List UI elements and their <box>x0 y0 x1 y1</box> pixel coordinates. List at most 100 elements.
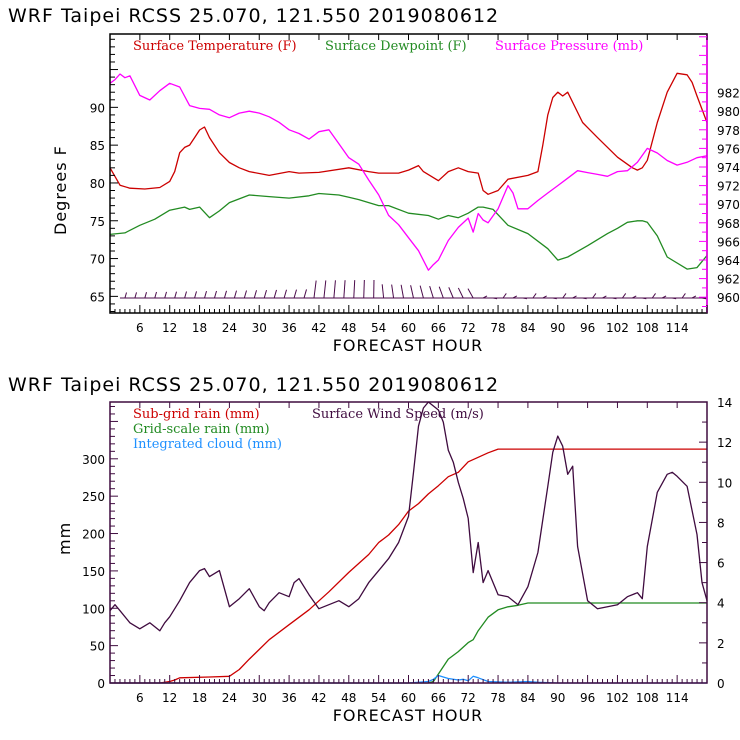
wind-barb <box>164 291 167 299</box>
panel2-title: WRF Taipei RCSS 25.070, 121.550 20190806… <box>8 374 499 396</box>
x-tick-label: 18 <box>192 321 207 335</box>
x-tick-label: 66 <box>431 691 446 705</box>
wind-barb <box>622 293 627 299</box>
x-tick-label: 90 <box>550 321 565 335</box>
x-tick-label: 6 <box>136 321 144 335</box>
x-tick-label: 96 <box>580 691 595 705</box>
y2-tick-label: 978 <box>717 124 740 138</box>
y-tick-label: 300 <box>82 453 105 467</box>
y2-tick-label: 8 <box>717 516 725 530</box>
x-tick-label: 42 <box>311 691 326 705</box>
wind-barb <box>482 295 488 299</box>
wind-barb <box>661 295 667 299</box>
y-tick-label: 90 <box>90 101 105 115</box>
wind-barb <box>134 292 137 299</box>
wind-barb <box>313 280 317 299</box>
y2-tick-label: 974 <box>717 161 740 175</box>
wind-barb <box>582 297 587 300</box>
y2-tick-label: 980 <box>717 105 740 119</box>
y-tick-label: 0 <box>97 677 105 691</box>
legend-gridscale-rain: Grid-scale rain (mm) <box>133 422 270 437</box>
wind-barb <box>438 286 444 299</box>
y2-tick-label: 970 <box>717 198 740 212</box>
legend-integrated-cloud: Integrated cloud (mm) <box>133 437 282 452</box>
x-tick-label: 6 <box>136 691 144 705</box>
wind-barb <box>492 297 498 300</box>
series-surface-temperature-f <box>109 72 708 195</box>
wind-barb <box>381 284 385 299</box>
wind-barb <box>353 280 356 299</box>
wind-barb <box>223 290 227 299</box>
wind-barb <box>243 290 247 299</box>
x-tick-label: 12 <box>162 691 177 705</box>
wind-barb <box>592 293 597 299</box>
wind-barb <box>701 297 707 300</box>
legend-temperature: Surface Temperature (F) <box>133 39 297 54</box>
x-tick-label: 84 <box>520 691 535 705</box>
wind-barb <box>323 280 327 299</box>
y-tick-label: 80 <box>90 177 105 191</box>
legend-wind-speed: Surface Wind Speed (m/s) <box>312 407 484 422</box>
x-tick-label: 72 <box>461 321 476 335</box>
y2-tick-label: 4 <box>717 597 725 611</box>
wind-barb <box>124 292 127 299</box>
wind-barb <box>512 295 518 299</box>
wind-barb <box>542 295 547 299</box>
wind-barb <box>448 287 454 299</box>
wind-barb <box>144 292 147 299</box>
wind-barb <box>429 285 434 299</box>
wind-barb <box>467 288 474 299</box>
x-tick-label: 48 <box>341 691 356 705</box>
x-tick-label: 36 <box>281 691 296 705</box>
wind-barb <box>253 290 257 299</box>
wind-barb <box>602 295 607 299</box>
panel1-xlabel: FORECAST HOUR <box>333 336 484 355</box>
y-tick-label: 250 <box>82 490 105 504</box>
wind-barb <box>522 297 527 300</box>
x-tick-label: 48 <box>341 321 356 335</box>
y2-tick-label: 976 <box>717 142 740 156</box>
y2-tick-label: 2 <box>717 637 725 651</box>
panel1-title: WRF Taipei RCSS 25.070, 121.550 20190806… <box>8 5 499 27</box>
wind-barb <box>303 289 307 299</box>
wind-barb <box>194 291 197 299</box>
legend-dewpoint: Surface Dewpoint (F) <box>325 39 467 54</box>
x-tick-label: 18 <box>192 691 207 705</box>
x-tick-label: 30 <box>252 321 267 335</box>
wind-barb <box>293 289 297 299</box>
x-tick-label: 12 <box>162 321 177 335</box>
y-tick-label: 75 <box>90 215 105 229</box>
x-tick-label: 78 <box>490 691 505 705</box>
wind-barb <box>562 293 567 299</box>
temperature-panel: WRF Taipei RCSS 25.070, 121.550 20190806… <box>8 5 740 355</box>
x-tick-label: 30 <box>252 691 267 705</box>
y-tick-label: 65 <box>90 290 105 304</box>
wind-barb <box>283 289 287 299</box>
x-tick-label: 102 <box>606 691 629 705</box>
wind-barb <box>691 295 697 299</box>
wind-barb <box>154 291 157 299</box>
y-tick-label: 85 <box>90 139 105 153</box>
y2-tick-label: 962 <box>717 273 740 287</box>
y-tick-label: 100 <box>82 602 105 616</box>
y2-tick-label: 968 <box>717 217 740 231</box>
wind-barb <box>681 293 686 299</box>
panel1-ylabel: Degrees F <box>51 145 70 235</box>
wind-barb <box>532 293 537 299</box>
y-tick-label: 50 <box>90 640 105 654</box>
wind-barb <box>184 291 187 299</box>
wind-barb <box>642 297 647 300</box>
series-surface-pressure-mb <box>109 73 708 271</box>
wind-barbs <box>119 280 707 300</box>
legend-subgrid-rain: Sub-grid rain (mm) <box>133 407 260 422</box>
x-tick-label: 24 <box>222 321 237 335</box>
precipitation-panel: WRF Taipei RCSS 25.070, 121.550 20190806… <box>8 374 732 725</box>
x-tick-label: 24 <box>222 691 237 705</box>
series-surface-wind-speed-m-s <box>109 401 708 632</box>
legend-pressure: Surface Pressure (mb) <box>495 39 643 54</box>
series-grid-scale-rain-mm <box>110 602 707 684</box>
y2-tick-label: 10 <box>717 476 732 490</box>
x-tick-label: 102 <box>606 321 629 335</box>
series-sub-grid-rain-mm <box>110 448 707 684</box>
